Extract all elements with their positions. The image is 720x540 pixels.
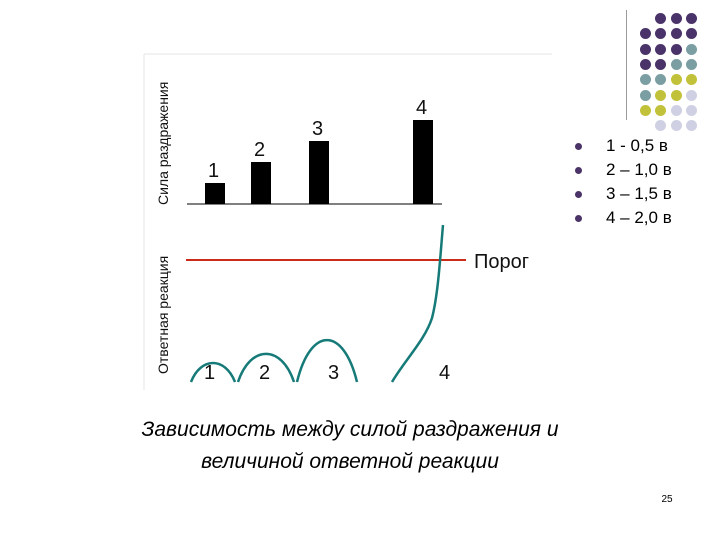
legend-item-label: 1 - 0,5 в [606, 136, 668, 155]
response-curve [295, 339, 359, 383]
decorative-dot [670, 74, 682, 86]
bar-number-label: 2 [254, 139, 265, 161]
decorative-dot [670, 58, 682, 70]
legend-item-label: 2 – 1,0 в [606, 160, 672, 179]
decorative-dot [655, 74, 667, 86]
stimulus-axis-label: Сила раздражения [155, 82, 171, 205]
stimulus-bar [309, 141, 329, 204]
legend-item: 2 – 1,0 в [572, 158, 672, 182]
response-curves: 1 2 3 4 [189, 224, 450, 384]
decorative-dot [670, 104, 682, 116]
decorative-dot [655, 104, 667, 116]
legend-item: 3 – 1,5 в [572, 182, 672, 206]
decorative-dot [640, 58, 651, 70]
legend-item-label: 3 – 1,5 в [606, 184, 672, 203]
decorative-dot [685, 89, 697, 101]
caption-line-2: величиной ответной реакции [201, 450, 499, 473]
bullet-icon [575, 215, 582, 222]
decorative-dot [655, 89, 667, 101]
decorative-dot [655, 43, 667, 55]
response-axis-label: Ответная реакция [155, 256, 171, 374]
decorative-dot [685, 74, 697, 86]
bar-number-label: 4 [416, 97, 427, 119]
legend-item: 4 – 2,0 в [572, 206, 672, 230]
voltage-legend: 1 - 0,5 в 2 – 1,0 в 3 – 1,5 в 4 – 2,0 в [572, 134, 672, 230]
legend-item: 1 - 0,5 в [572, 134, 672, 158]
response-curve [189, 361, 237, 383]
decorative-dot [640, 74, 651, 86]
caption-line-1: Зависимость между силой раздражения и [141, 418, 559, 441]
decorative-dot [670, 28, 682, 40]
decorative-dot [685, 104, 697, 116]
response-number-label: 3 [328, 362, 339, 384]
slide-caption: Зависимость между силой раздражения и ве… [30, 414, 670, 478]
bullet-icon [575, 191, 582, 198]
decorative-dot [670, 13, 682, 24]
decorative-dot [670, 43, 682, 55]
bar-number-label: 3 [312, 118, 323, 140]
decorative-dot [685, 13, 697, 24]
stimulus-bars: 1 2 3 4 [205, 97, 433, 204]
decorative-dot [670, 120, 682, 132]
decorative-dot [670, 89, 682, 101]
response-curve [236, 352, 296, 383]
decorative-dot [640, 104, 651, 116]
bullet-icon [575, 143, 582, 150]
stimulus-bar [205, 183, 225, 204]
threshold-label: Порог [474, 251, 529, 273]
stimulus-bar [251, 162, 271, 204]
decorative-dot [655, 28, 667, 40]
decorative-dot [655, 13, 667, 24]
decorative-dot [655, 58, 667, 70]
bar-number-label: 1 [208, 160, 219, 182]
decorative-dot [640, 43, 651, 55]
response-curve [390, 224, 445, 383]
decorative-dot [655, 120, 667, 132]
legend-item-label: 4 – 2,0 в [606, 208, 672, 227]
decorative-dot [685, 28, 697, 40]
response-number-label: 1 [204, 362, 215, 384]
decorative-dot [640, 89, 651, 101]
decorative-dot [685, 58, 697, 70]
response-number-label: 4 [439, 362, 450, 384]
bullet-icon [575, 167, 582, 174]
response-number-label: 2 [259, 362, 270, 384]
page-number: 25 [661, 494, 673, 505]
decorative-dot [685, 43, 697, 55]
stimulus-bar [413, 120, 433, 204]
decorative-divider [626, 10, 627, 120]
decorative-dot [640, 28, 651, 40]
decorative-dot [685, 120, 697, 132]
